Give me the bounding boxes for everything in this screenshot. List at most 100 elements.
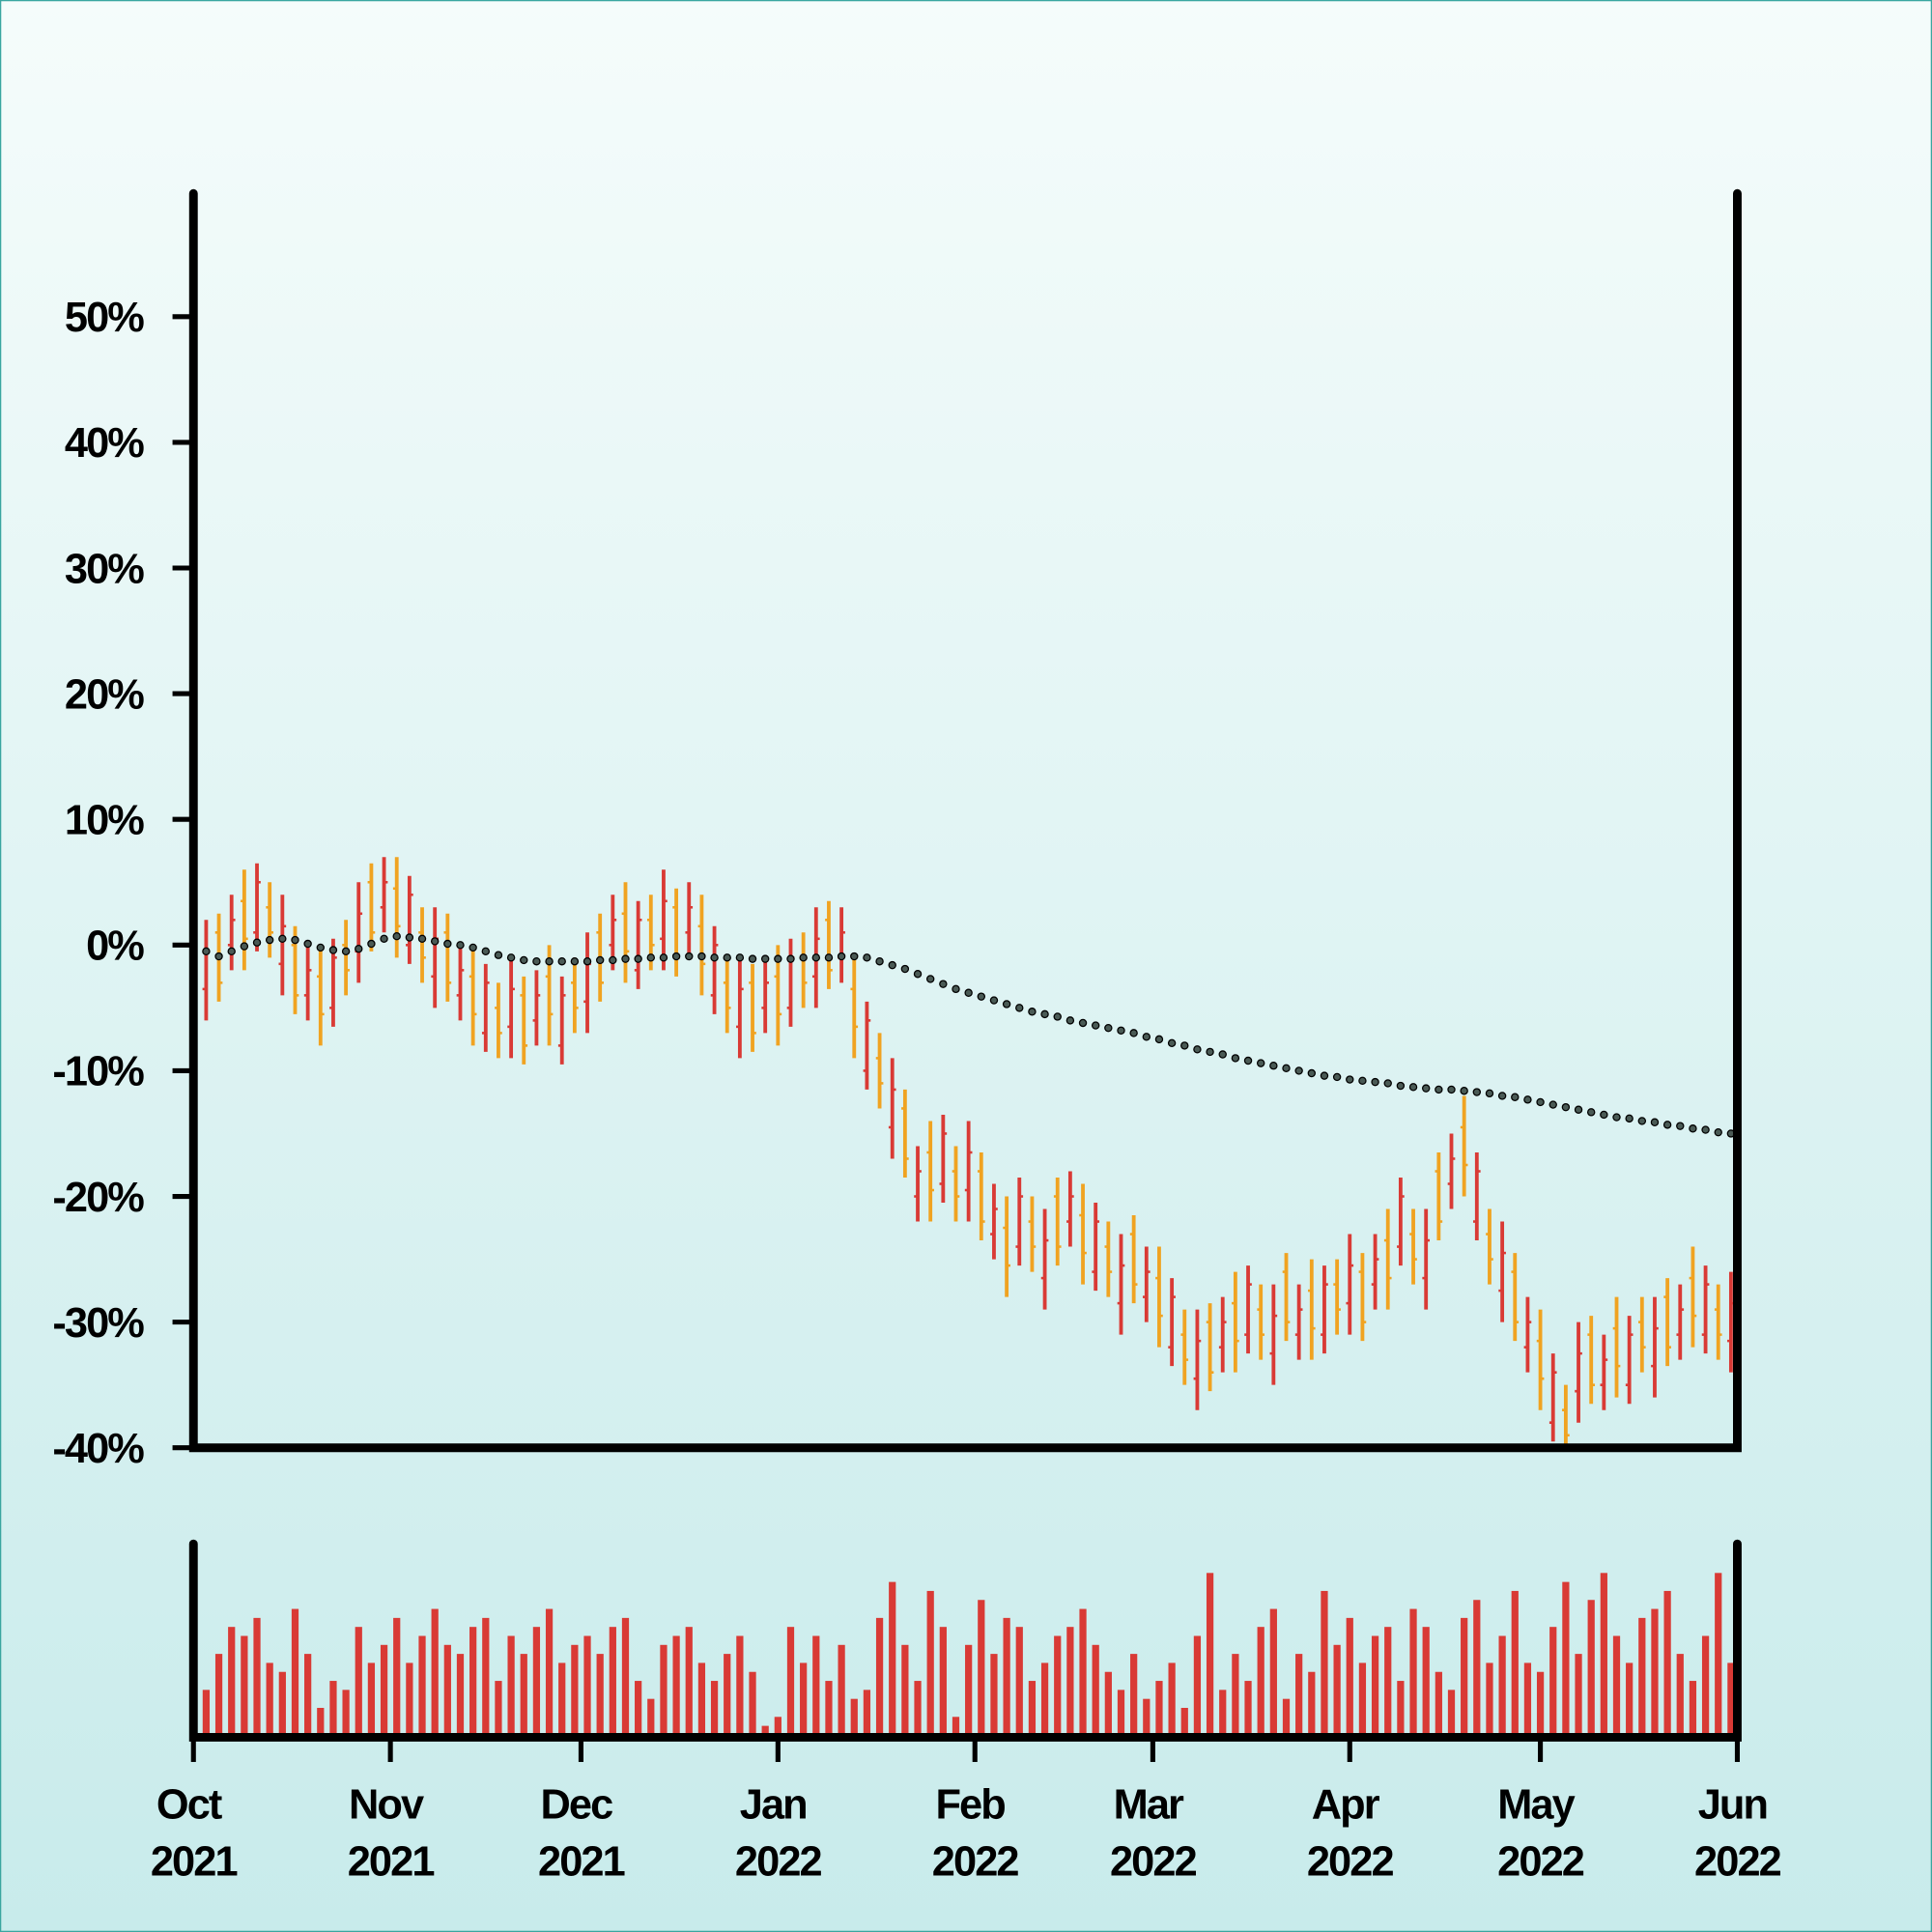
moving-average-dot: [1714, 1127, 1722, 1137]
moving-average-dot: [570, 957, 580, 966]
volume-bar: [1282, 1698, 1291, 1735]
volume-bar: [850, 1698, 858, 1735]
volume-bar: [710, 1681, 719, 1735]
volume-bar: [1461, 1617, 1468, 1735]
volume-bar: [774, 1717, 781, 1735]
volume-bar: [1409, 1608, 1417, 1735]
volume-bar: [1397, 1681, 1405, 1735]
moving-average-dot: [1689, 1124, 1697, 1133]
volume-bar: [241, 1635, 248, 1735]
moving-average-dot: [671, 952, 681, 961]
volume-bar: [724, 1654, 731, 1735]
moving-average-dot: [1536, 1097, 1545, 1107]
moving-average-dot: [1497, 1092, 1507, 1100]
moving-average-dot: [1256, 1059, 1265, 1067]
volume-bar: [660, 1644, 668, 1735]
moving-average-dot: [1180, 1041, 1189, 1050]
moving-average-dot: [1154, 1035, 1164, 1044]
moving-average-dot: [1358, 1076, 1367, 1086]
volume-bar: [1600, 1573, 1607, 1735]
moving-average-dot: [1078, 1018, 1088, 1028]
moving-average-dot: [710, 953, 719, 962]
volume-bar: [697, 1662, 706, 1735]
moving-average-dot: [494, 951, 503, 959]
moving-average-dot: [1600, 1110, 1608, 1120]
moving-average-dot: [1346, 1075, 1354, 1084]
moving-average-dot: [214, 952, 223, 961]
volume-bar: [520, 1654, 527, 1735]
ticks: -40% -30% -20% -10% 0% 10% 20% 30% 40% 50% Oct 202…: [52, 295, 1782, 1886]
moving-average-dot: [1662, 1121, 1672, 1129]
volume-bar: [1486, 1662, 1493, 1735]
moving-average-dot: [1269, 1062, 1278, 1070]
volume-bar: [1066, 1627, 1074, 1735]
moving-average-dot: [1561, 1102, 1571, 1112]
moving-average-dot: [646, 953, 656, 962]
volume-bar: [228, 1627, 236, 1735]
volume-bar: [355, 1627, 362, 1735]
volume-bar: [1193, 1635, 1202, 1735]
volume-bar: [914, 1681, 922, 1735]
volume-bar: [1498, 1635, 1506, 1735]
x-tick-label: Nov 2021: [348, 1782, 435, 1886]
moving-average-dot: [952, 984, 960, 994]
moving-average-dot: [1002, 1000, 1011, 1009]
moving-average-dot: [760, 954, 770, 963]
moving-average-dot: [824, 953, 834, 962]
moving-average-dot: [1637, 1117, 1647, 1125]
moving-average-dot: [1421, 1084, 1431, 1093]
volume-bar: [901, 1644, 909, 1735]
moving-average-dot: [1206, 1047, 1214, 1057]
volume-bar: [825, 1681, 833, 1735]
moving-average-dot: [1460, 1087, 1468, 1095]
moving-average-dot: [328, 946, 338, 954]
volume-bar: [621, 1617, 630, 1735]
volume-bar: [329, 1681, 337, 1735]
moving-average-dot: [1065, 1016, 1075, 1025]
moving-average-dot: [735, 953, 745, 962]
moving-average-dot: [443, 939, 452, 949]
moving-average-dot: [1650, 1118, 1660, 1126]
moving-average-dot: [252, 938, 262, 947]
volume-bar: [1612, 1635, 1621, 1735]
volume-bar: [558, 1662, 566, 1735]
moving-average-dot: [595, 955, 605, 965]
volume-bar: [443, 1644, 451, 1735]
volume-bar: [1701, 1635, 1710, 1735]
volume-bar: [1143, 1698, 1151, 1735]
moving-average-dot: [545, 957, 554, 966]
moving-average-dot: [621, 954, 630, 963]
moving-average-dot: [520, 955, 528, 965]
volume-bar: [291, 1608, 299, 1735]
volume-bar: [1130, 1654, 1138, 1735]
volume-bar: [786, 1627, 795, 1735]
moving-average-dot: [977, 992, 986, 1001]
price-plot: [193, 857, 1736, 1448]
volume-bar: [1295, 1654, 1303, 1735]
moving-average-dot: [532, 957, 541, 966]
volume-bar: [202, 1690, 211, 1735]
moving-average-dot: [875, 957, 884, 966]
moving-average-dot: [1676, 1122, 1685, 1130]
moving-average-dot: [989, 996, 999, 1005]
moving-average-dot: [811, 953, 821, 962]
moving-average-dot: [430, 937, 440, 946]
moving-average-dot: [1091, 1021, 1100, 1030]
moving-average-dot: [1511, 1093, 1520, 1101]
volume-bar: [1447, 1690, 1456, 1735]
moving-average-dot: [697, 952, 706, 961]
moving-average-dot: [405, 933, 414, 942]
volume-bar: [1575, 1654, 1582, 1735]
volume-bar: [1308, 1671, 1316, 1735]
moving-average-dot: [1218, 1050, 1227, 1059]
moving-average-dot: [456, 941, 465, 950]
volume-bar: [1651, 1608, 1659, 1735]
moving-average-dot: [1371, 1077, 1379, 1087]
moving-average-dot: [1028, 1008, 1037, 1016]
volume-bar: [1269, 1608, 1277, 1735]
volume-bar: [1689, 1681, 1697, 1735]
y-tick-label: 40%: [65, 420, 144, 467]
volume-bar: [317, 1707, 325, 1735]
volume-bar: [469, 1627, 477, 1735]
